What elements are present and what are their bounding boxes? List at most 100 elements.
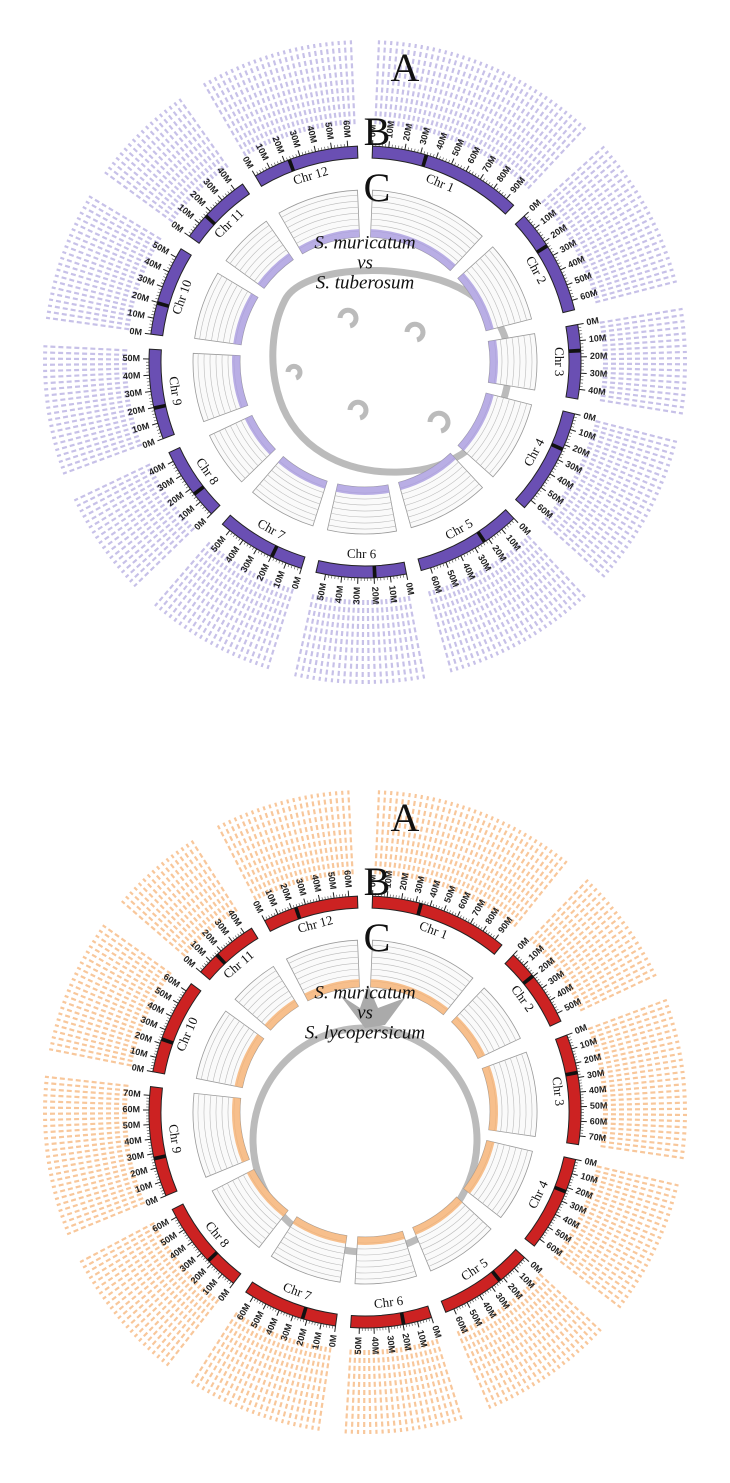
tick-mark	[548, 1227, 553, 1230]
tick-mark	[218, 1274, 222, 1279]
tick-mark	[430, 900, 432, 906]
minor-tick	[561, 1204, 564, 1205]
minor-tick	[520, 959, 522, 961]
minor-tick	[442, 158, 443, 161]
minor-tick	[173, 1007, 176, 1008]
tick-label: 60M	[122, 1104, 140, 1114]
minor-tick	[274, 163, 275, 166]
tick-mark	[320, 1323, 321, 1329]
minor-tick	[575, 1162, 578, 1163]
tick-label: 10M	[127, 307, 146, 320]
minor-tick	[454, 163, 455, 166]
track-a-line	[290, 49, 310, 131]
track-a-line	[567, 942, 638, 986]
track-a-line	[332, 599, 341, 683]
minor-tick	[553, 1004, 556, 1005]
minor-tick	[535, 977, 537, 979]
tick-mark	[467, 1302, 470, 1307]
minor-tick	[440, 565, 441, 568]
tick-label: 30M	[413, 875, 427, 894]
minor-tick	[307, 901, 308, 904]
tick-mark	[304, 899, 306, 905]
minor-tick	[556, 1009, 559, 1010]
track-a-line	[602, 1132, 686, 1139]
tick-mark	[403, 1325, 404, 1331]
tick-mark	[147, 1154, 153, 1155]
minor-tick	[546, 243, 549, 245]
track-a-line	[43, 373, 127, 377]
minor-tick	[277, 161, 278, 164]
minor-tick	[192, 1244, 194, 1246]
track-a-line	[602, 333, 686, 340]
minor-tick	[189, 232, 191, 234]
minor-tick	[184, 484, 186, 486]
tick-mark	[314, 146, 315, 152]
minor-tick	[554, 1007, 557, 1008]
minor-tick	[294, 566, 295, 569]
track-a-line	[386, 599, 393, 683]
tick-mark	[207, 514, 211, 518]
minor-tick	[323, 1324, 324, 1327]
track-letter: A	[391, 795, 420, 840]
tick-mark	[432, 1317, 434, 1323]
track-a-line	[160, 545, 214, 610]
track-a-line	[44, 1127, 128, 1132]
minor-tick	[152, 1062, 155, 1063]
minor-tick	[470, 1301, 471, 1304]
track-a-line	[569, 196, 641, 239]
tick-label: 50M	[323, 122, 336, 141]
minor-tick	[465, 918, 466, 921]
minor-tick	[483, 543, 485, 546]
tick-mark	[480, 1295, 483, 1300]
minor-tick	[233, 937, 235, 939]
species-title: vs	[357, 252, 373, 273]
minor-tick	[154, 305, 157, 306]
tick-label: 20M	[294, 1327, 308, 1347]
tick-label: 20M	[255, 562, 272, 582]
minor-tick	[499, 190, 501, 192]
tick-mark	[252, 171, 255, 176]
tick-mark	[218, 196, 222, 200]
minor-tick	[559, 1206, 562, 1207]
minor-tick	[275, 1309, 276, 1312]
minor-tick	[418, 150, 419, 153]
minor-tick	[463, 917, 464, 920]
minor-tick	[155, 1051, 158, 1052]
tick-mark	[494, 184, 498, 189]
tick-mark	[168, 461, 173, 464]
minor-tick	[569, 290, 572, 291]
track-a-line	[601, 396, 684, 408]
track-a-line	[96, 935, 166, 981]
track-a-line	[89, 196, 161, 239]
track-a-line	[603, 364, 687, 365]
track-a-line	[600, 315, 683, 327]
track-a-line	[602, 327, 686, 336]
chromosome-band	[566, 325, 581, 400]
minor-tick	[566, 442, 569, 443]
minor-tick	[558, 1209, 561, 1210]
minor-tick	[271, 164, 272, 167]
minor-tick	[563, 448, 566, 449]
track-a-line	[332, 42, 341, 126]
chromosome-label: Chr 3	[549, 1076, 567, 1107]
track-a-line	[567, 191, 638, 236]
minor-tick	[236, 536, 238, 538]
minor-tick	[183, 1232, 185, 1234]
tick-mark	[446, 562, 448, 568]
track-a-line	[369, 1350, 370, 1434]
track-a-line	[603, 1119, 687, 1121]
tick-mark	[444, 905, 446, 911]
minor-tick	[535, 495, 537, 497]
minor-tick	[156, 426, 159, 427]
minor-tick	[286, 158, 287, 161]
minor-tick	[543, 1234, 545, 1236]
minor-tick	[548, 245, 551, 247]
tick-mark	[562, 1201, 567, 1203]
track-a-line	[272, 54, 296, 134]
minor-tick	[462, 1305, 463, 1308]
minor-tick	[312, 1322, 313, 1325]
minor-tick	[158, 433, 161, 434]
species-title: S. muricatum	[314, 982, 415, 1003]
minor-tick	[159, 289, 162, 290]
track-a-line	[169, 106, 220, 173]
